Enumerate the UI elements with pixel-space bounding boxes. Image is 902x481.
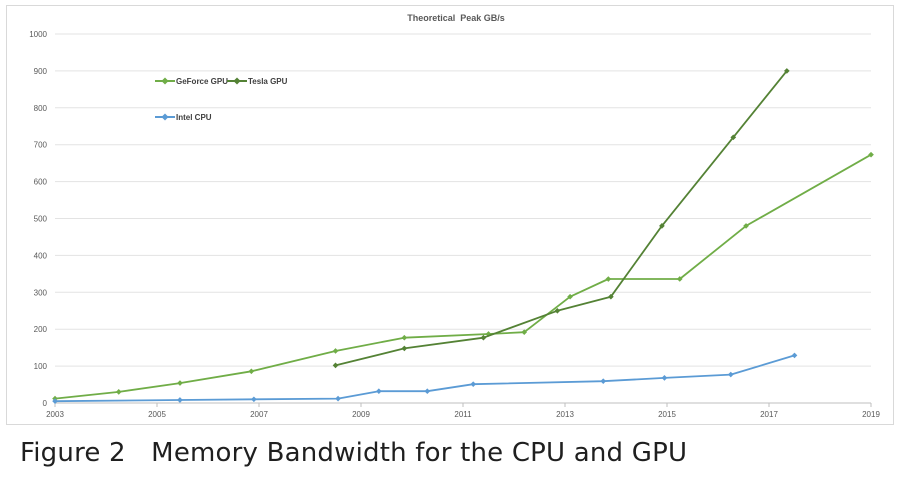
data-point-intel-cpu — [791, 352, 798, 359]
x-tick-label: 2005 — [148, 410, 166, 419]
legend-swatch-intel-cpu — [155, 111, 175, 123]
x-tick-label: 2011 — [454, 410, 472, 419]
legend-label-geforce-gpu: GeForce GPU — [176, 76, 229, 86]
y-tick-label: 200 — [34, 325, 48, 334]
axis-layer: 0 100 200 300 400 500 600 700 800 900 1000 2003 2005… — [29, 30, 880, 419]
y-tick-label: 1000 — [29, 30, 47, 39]
data-point-tesla-gpu — [401, 345, 408, 352]
data-point-geforce-gpu — [401, 334, 408, 341]
figure-caption: Figure 2 Memory Bandwidth for the CPU an… — [20, 438, 688, 468]
series-layer — [52, 68, 874, 404]
legend-item-tesla-gpu: Tesla GPU — [227, 74, 287, 88]
legend-item-geforce-gpu: GeForce GPU — [155, 74, 228, 88]
x-tick-label: 2007 — [250, 410, 268, 419]
y-tick-label: 800 — [34, 104, 48, 113]
series-geforce-gpu — [52, 151, 874, 402]
data-point-intel-cpu — [600, 378, 607, 385]
data-point-geforce-gpu — [115, 389, 122, 395]
data-point-intel-cpu — [470, 381, 477, 388]
data-point-intel-cpu — [177, 397, 183, 403]
y-tick-label: 900 — [34, 67, 48, 76]
legend-swatch-geforce-gpu — [155, 75, 175, 87]
data-point-intel-cpu — [661, 375, 668, 381]
x-tick-label: 2017 — [760, 410, 778, 419]
legend-label-intel-cpu: Intel CPU — [176, 112, 212, 122]
y-tick-label: 300 — [34, 288, 48, 297]
y-tick-label: 500 — [34, 215, 48, 224]
x-tick-label: 2013 — [556, 410, 574, 419]
data-point-geforce-gpu — [332, 348, 339, 354]
chart-svg: Theoretical Peak GB/s 0 100 200 300 400 500 60… — [29, 13, 880, 419]
x-tick-label: 2019 — [862, 410, 880, 419]
y-tick-label: 600 — [34, 178, 48, 187]
data-point-geforce-gpu — [676, 276, 683, 282]
x-tick-label: 2015 — [658, 410, 676, 419]
data-point-geforce-gpu — [567, 293, 573, 300]
chart-frame: Theoretical Peak GB/s 0 100 200 300 400 500 60… — [6, 5, 894, 425]
x-tick-label: 2003 — [46, 410, 64, 419]
data-point-intel-cpu — [251, 396, 257, 403]
legend-item-intel-cpu: Intel CPU — [155, 110, 212, 124]
data-point-tesla-gpu — [332, 362, 339, 369]
y-tick-label: 400 — [34, 251, 48, 260]
x-tick-label: 2009 — [352, 410, 370, 419]
legend-swatch-tesla-gpu — [227, 75, 247, 87]
series-intel-cpu — [52, 352, 798, 404]
data-point-intel-cpu — [376, 388, 382, 395]
chart-title: Theoretical Peak GB/s — [407, 13, 505, 23]
data-point-geforce-gpu — [868, 151, 874, 158]
data-point-tesla-gpu — [480, 334, 487, 341]
data-point-geforce-gpu — [248, 368, 255, 375]
data-point-tesla-gpu — [554, 307, 561, 314]
data-point-geforce-gpu — [605, 276, 612, 282]
data-point-tesla-gpu — [608, 293, 614, 300]
legend-label-tesla-gpu: Tesla GPU — [248, 76, 288, 86]
data-point-intel-cpu — [727, 371, 734, 378]
y-tick-label: 700 — [34, 141, 48, 150]
data-point-geforce-gpu — [177, 380, 183, 386]
series-line-intel-cpu — [54, 354, 795, 403]
data-point-intel-cpu — [424, 388, 431, 395]
y-tick-label: 0 — [43, 399, 48, 408]
series-line-tesla-gpu — [335, 70, 788, 367]
data-point-intel-cpu — [335, 395, 341, 402]
data-point-geforce-gpu — [521, 329, 528, 335]
y-tick-label: 100 — [34, 362, 48, 371]
grid-layer — [55, 33, 871, 367]
series-line-geforce-gpu — [54, 153, 872, 400]
